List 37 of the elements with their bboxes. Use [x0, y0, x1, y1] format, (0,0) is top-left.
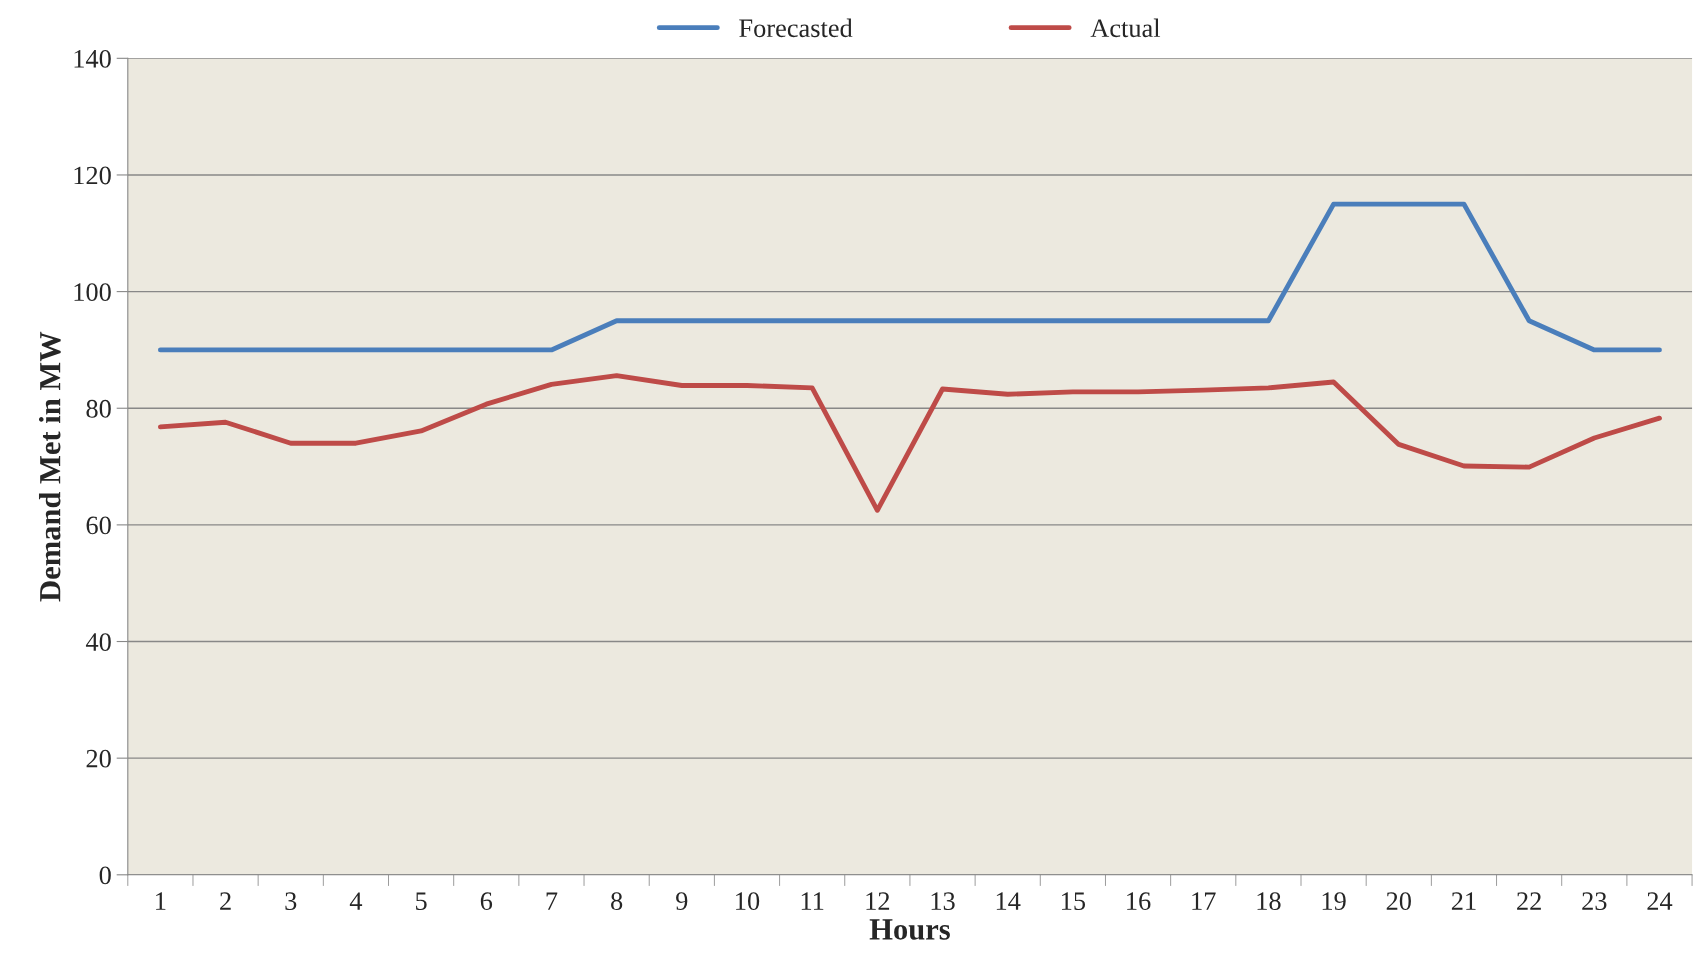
x-tick-label: 4: [349, 892, 363, 910]
y-tick-label: 140: [74, 49, 111, 68]
x-tick-label: 5: [416, 892, 427, 911]
x-tick-label: 23: [1582, 892, 1607, 911]
x-axis-title: Hours: [869, 919, 950, 940]
x-tick-label: 7: [546, 892, 558, 910]
y-tick-label: 20: [86, 749, 111, 768]
x-tick-label: 20: [1386, 892, 1411, 911]
x-tick-label: 9: [676, 892, 688, 911]
y-tick-label: 0: [99, 866, 111, 885]
x-tick-label: 10: [736, 892, 760, 911]
y-tick-label: 40: [85, 633, 111, 651]
y-tick-label: 120: [74, 166, 111, 185]
x-tick-label: 18: [1257, 892, 1281, 911]
x-tick-label: 16: [1127, 892, 1151, 911]
x-tick-label: 8: [611, 892, 623, 911]
x-tick-label: 19: [1322, 892, 1346, 911]
y-axis-title: Demand Met in MW: [38, 331, 61, 602]
x-tick-label: 3: [285, 892, 297, 911]
x-tick-label: 2: [220, 892, 231, 910]
x-tick-label: 21: [1451, 892, 1476, 910]
x-tick-label: 15: [1062, 892, 1086, 911]
x-tick-label: 22: [1517, 892, 1541, 910]
y-tick-label: 80: [86, 399, 111, 418]
x-tick-label: 11: [801, 892, 824, 910]
line-series: [157, 373, 1662, 513]
legend-label: Actual: [1090, 18, 1161, 38]
x-tick-label: 1: [156, 892, 166, 910]
legend-label: Forecasted: [739, 18, 853, 38]
x-tick-label: 24: [1647, 892, 1673, 910]
x-tick-label: 6: [480, 892, 493, 911]
x-tick-label: 13: [931, 892, 955, 911]
x-tick-label: 12: [866, 892, 890, 910]
y-tick-label: 60: [86, 516, 111, 535]
x-tick-label: 17: [1192, 892, 1216, 910]
x-tick-label: 14: [996, 892, 1021, 910]
y-tick-label: 100: [74, 283, 111, 302]
